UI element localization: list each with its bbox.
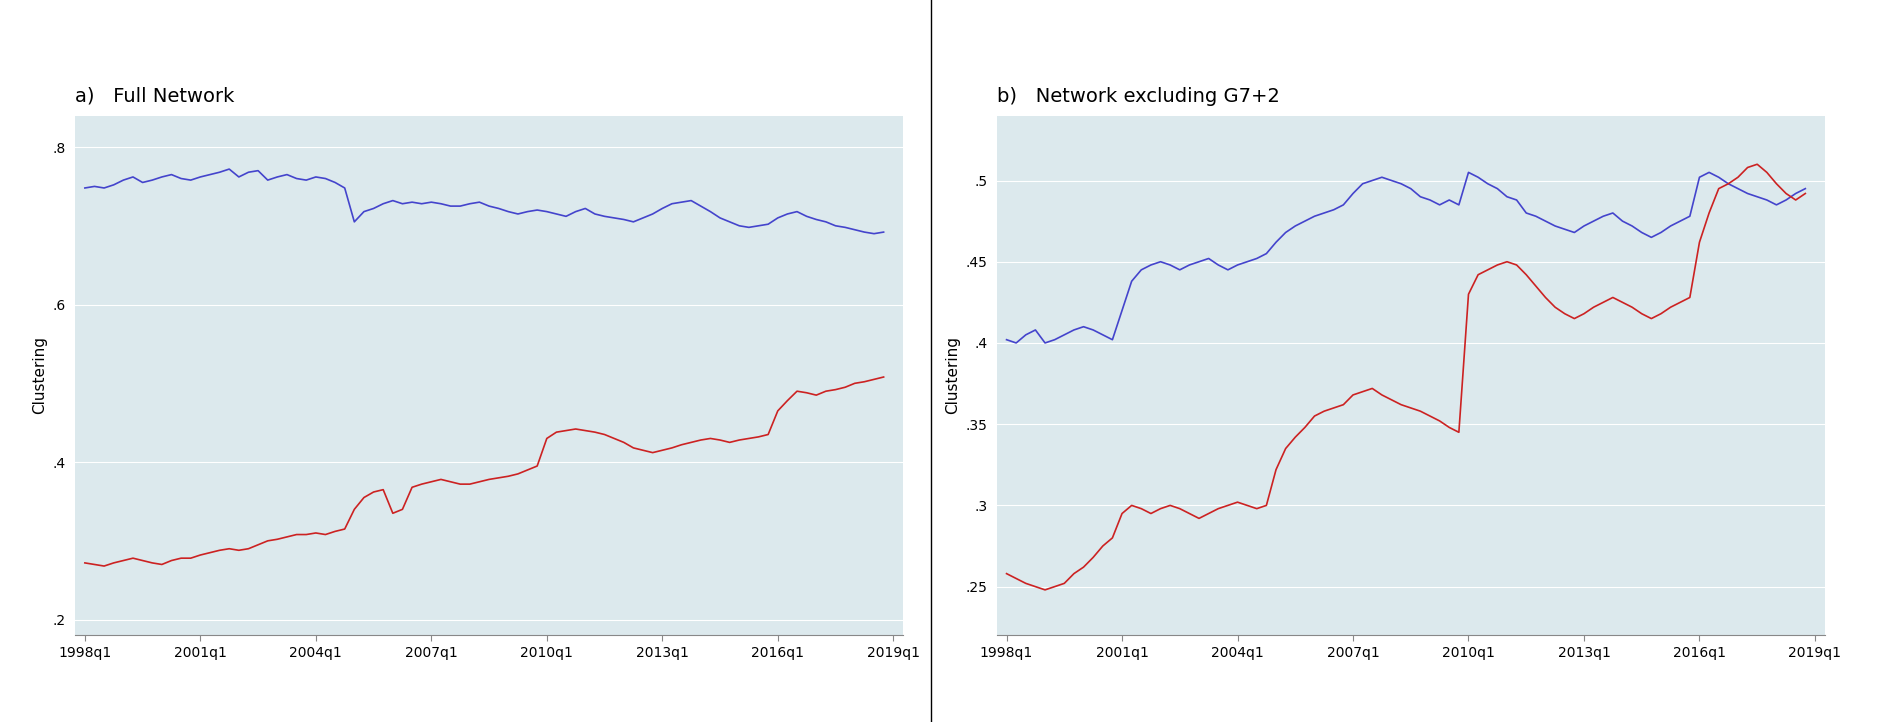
Y-axis label: Clustering: Clustering xyxy=(944,336,959,414)
Text: a)   Full Network: a) Full Network xyxy=(75,87,235,105)
Y-axis label: Clustering: Clustering xyxy=(32,336,47,414)
Text: b)   Network excluding G7+2: b) Network excluding G7+2 xyxy=(996,87,1278,105)
